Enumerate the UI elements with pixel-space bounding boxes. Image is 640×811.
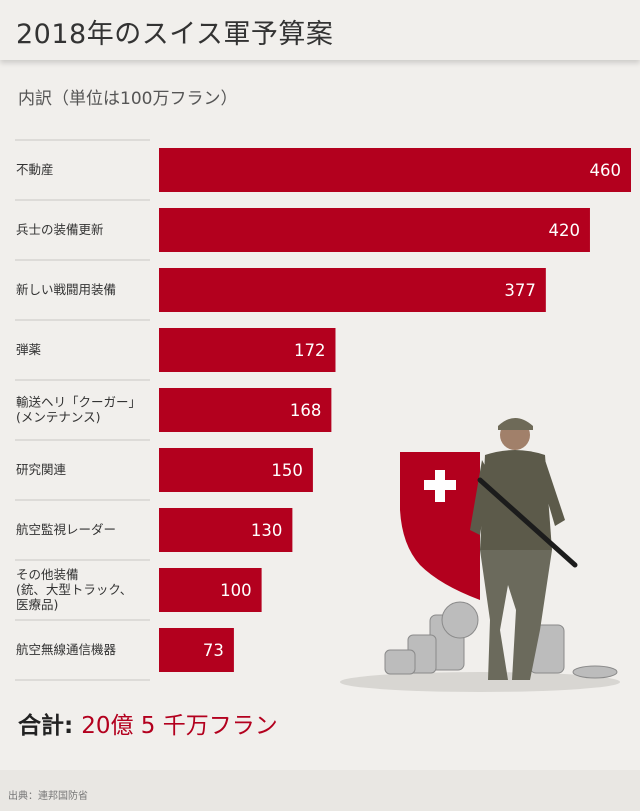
bar: [159, 388, 332, 432]
category-label: 弾薬: [16, 342, 42, 357]
bar: [159, 628, 234, 672]
bar: [159, 508, 293, 552]
data-label: 420: [548, 221, 580, 240]
category-label: 航空監視レーダー: [16, 522, 116, 537]
category-label: 医療品): [16, 597, 58, 612]
bar: [159, 328, 336, 372]
soldier-illustration: [340, 418, 620, 692]
category-label: 新しい戦闘用装備: [16, 282, 116, 297]
category-label: 輸送ヘリ「クーガー」: [16, 395, 141, 410]
data-label: 168: [290, 401, 322, 420]
total-value: 20億 5 千万フラン: [81, 713, 278, 739]
bar: [159, 148, 631, 192]
total-line: 合計: 20億 5 千万フラン: [18, 706, 278, 740]
category-label: 不動産: [16, 162, 54, 177]
footer: 出典：連邦国防省: [0, 770, 640, 811]
category-label: 兵士の装備更新: [16, 222, 104, 237]
title-bar: 2018年のスイス軍予算案: [0, 0, 640, 60]
bar: [159, 268, 546, 312]
bar: [159, 568, 262, 612]
data-label: 460: [590, 161, 622, 180]
data-label: 130: [251, 521, 283, 540]
category-label: 航空無線通信機器: [16, 642, 117, 657]
data-label: 172: [294, 341, 326, 360]
chart-subtitle: 内訳（単位は100万フラン）: [18, 89, 238, 109]
category-label: その他装備: [16, 567, 79, 582]
data-label: 377: [504, 281, 536, 300]
data-label: 100: [220, 581, 252, 600]
data-label: 150: [271, 461, 303, 480]
data-label: 73: [203, 641, 224, 660]
category-label: (メンテナンス): [16, 410, 101, 425]
bar-chart: 不動産 460 兵士の装備更新 420 新しい戦闘用装備 377 弾薬 172 輸送ヘリ「クーガ…: [15, 139, 631, 681]
category-label: 研究関連: [16, 462, 67, 477]
bar: [159, 448, 313, 492]
source-note: 出典：連邦国防省: [8, 791, 88, 802]
bar: [159, 208, 590, 252]
chart-title: 2018年のスイス軍予算案: [16, 19, 334, 50]
category-label: (銃、大型トラック、: [16, 582, 132, 597]
total-label: 合計:: [18, 713, 74, 739]
